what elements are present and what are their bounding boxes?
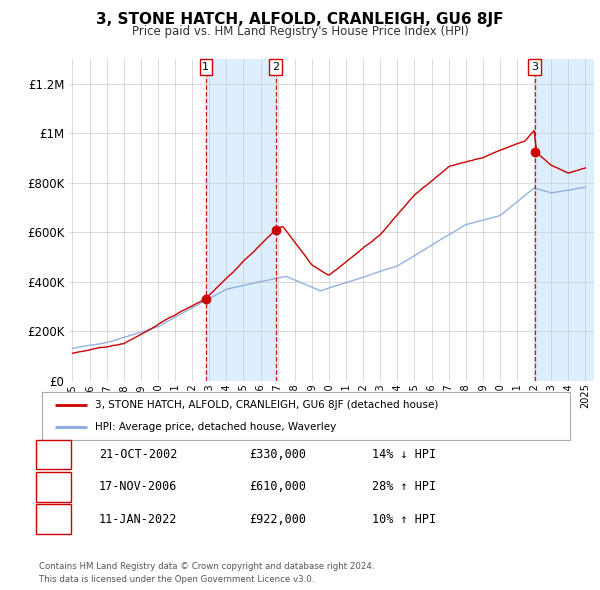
Text: 3, STONE HATCH, ALFOLD, CRANLEIGH, GU6 8JF (detached house): 3, STONE HATCH, ALFOLD, CRANLEIGH, GU6 8… — [95, 400, 438, 410]
Text: Contains HM Land Registry data © Crown copyright and database right 2024.: Contains HM Land Registry data © Crown c… — [39, 562, 374, 571]
Text: 1: 1 — [202, 62, 209, 72]
Text: 3, STONE HATCH, ALFOLD, CRANLEIGH, GU6 8JF: 3, STONE HATCH, ALFOLD, CRANLEIGH, GU6 8… — [96, 12, 504, 27]
Text: Price paid vs. HM Land Registry's House Price Index (HPI): Price paid vs. HM Land Registry's House … — [131, 25, 469, 38]
Text: £330,000: £330,000 — [249, 448, 306, 461]
Text: 3: 3 — [531, 62, 538, 72]
Text: 21-OCT-2002: 21-OCT-2002 — [99, 448, 178, 461]
Text: 2: 2 — [49, 480, 58, 493]
Bar — [535, 59, 594, 381]
Text: 2: 2 — [272, 62, 279, 72]
Text: 17-NOV-2006: 17-NOV-2006 — [99, 480, 178, 493]
Text: 10% ↑ HPI: 10% ↑ HPI — [372, 513, 436, 526]
Text: 14% ↓ HPI: 14% ↓ HPI — [372, 448, 436, 461]
Text: 28% ↑ HPI: 28% ↑ HPI — [372, 480, 436, 493]
Text: £610,000: £610,000 — [249, 480, 306, 493]
Text: 3: 3 — [49, 513, 58, 526]
Text: This data is licensed under the Open Government Licence v3.0.: This data is licensed under the Open Gov… — [39, 575, 314, 584]
Text: HPI: Average price, detached house, Waverley: HPI: Average price, detached house, Wave… — [95, 422, 336, 432]
Text: 1: 1 — [49, 448, 58, 461]
Bar — [206, 59, 275, 381]
Text: 11-JAN-2022: 11-JAN-2022 — [99, 513, 178, 526]
Text: £922,000: £922,000 — [249, 513, 306, 526]
